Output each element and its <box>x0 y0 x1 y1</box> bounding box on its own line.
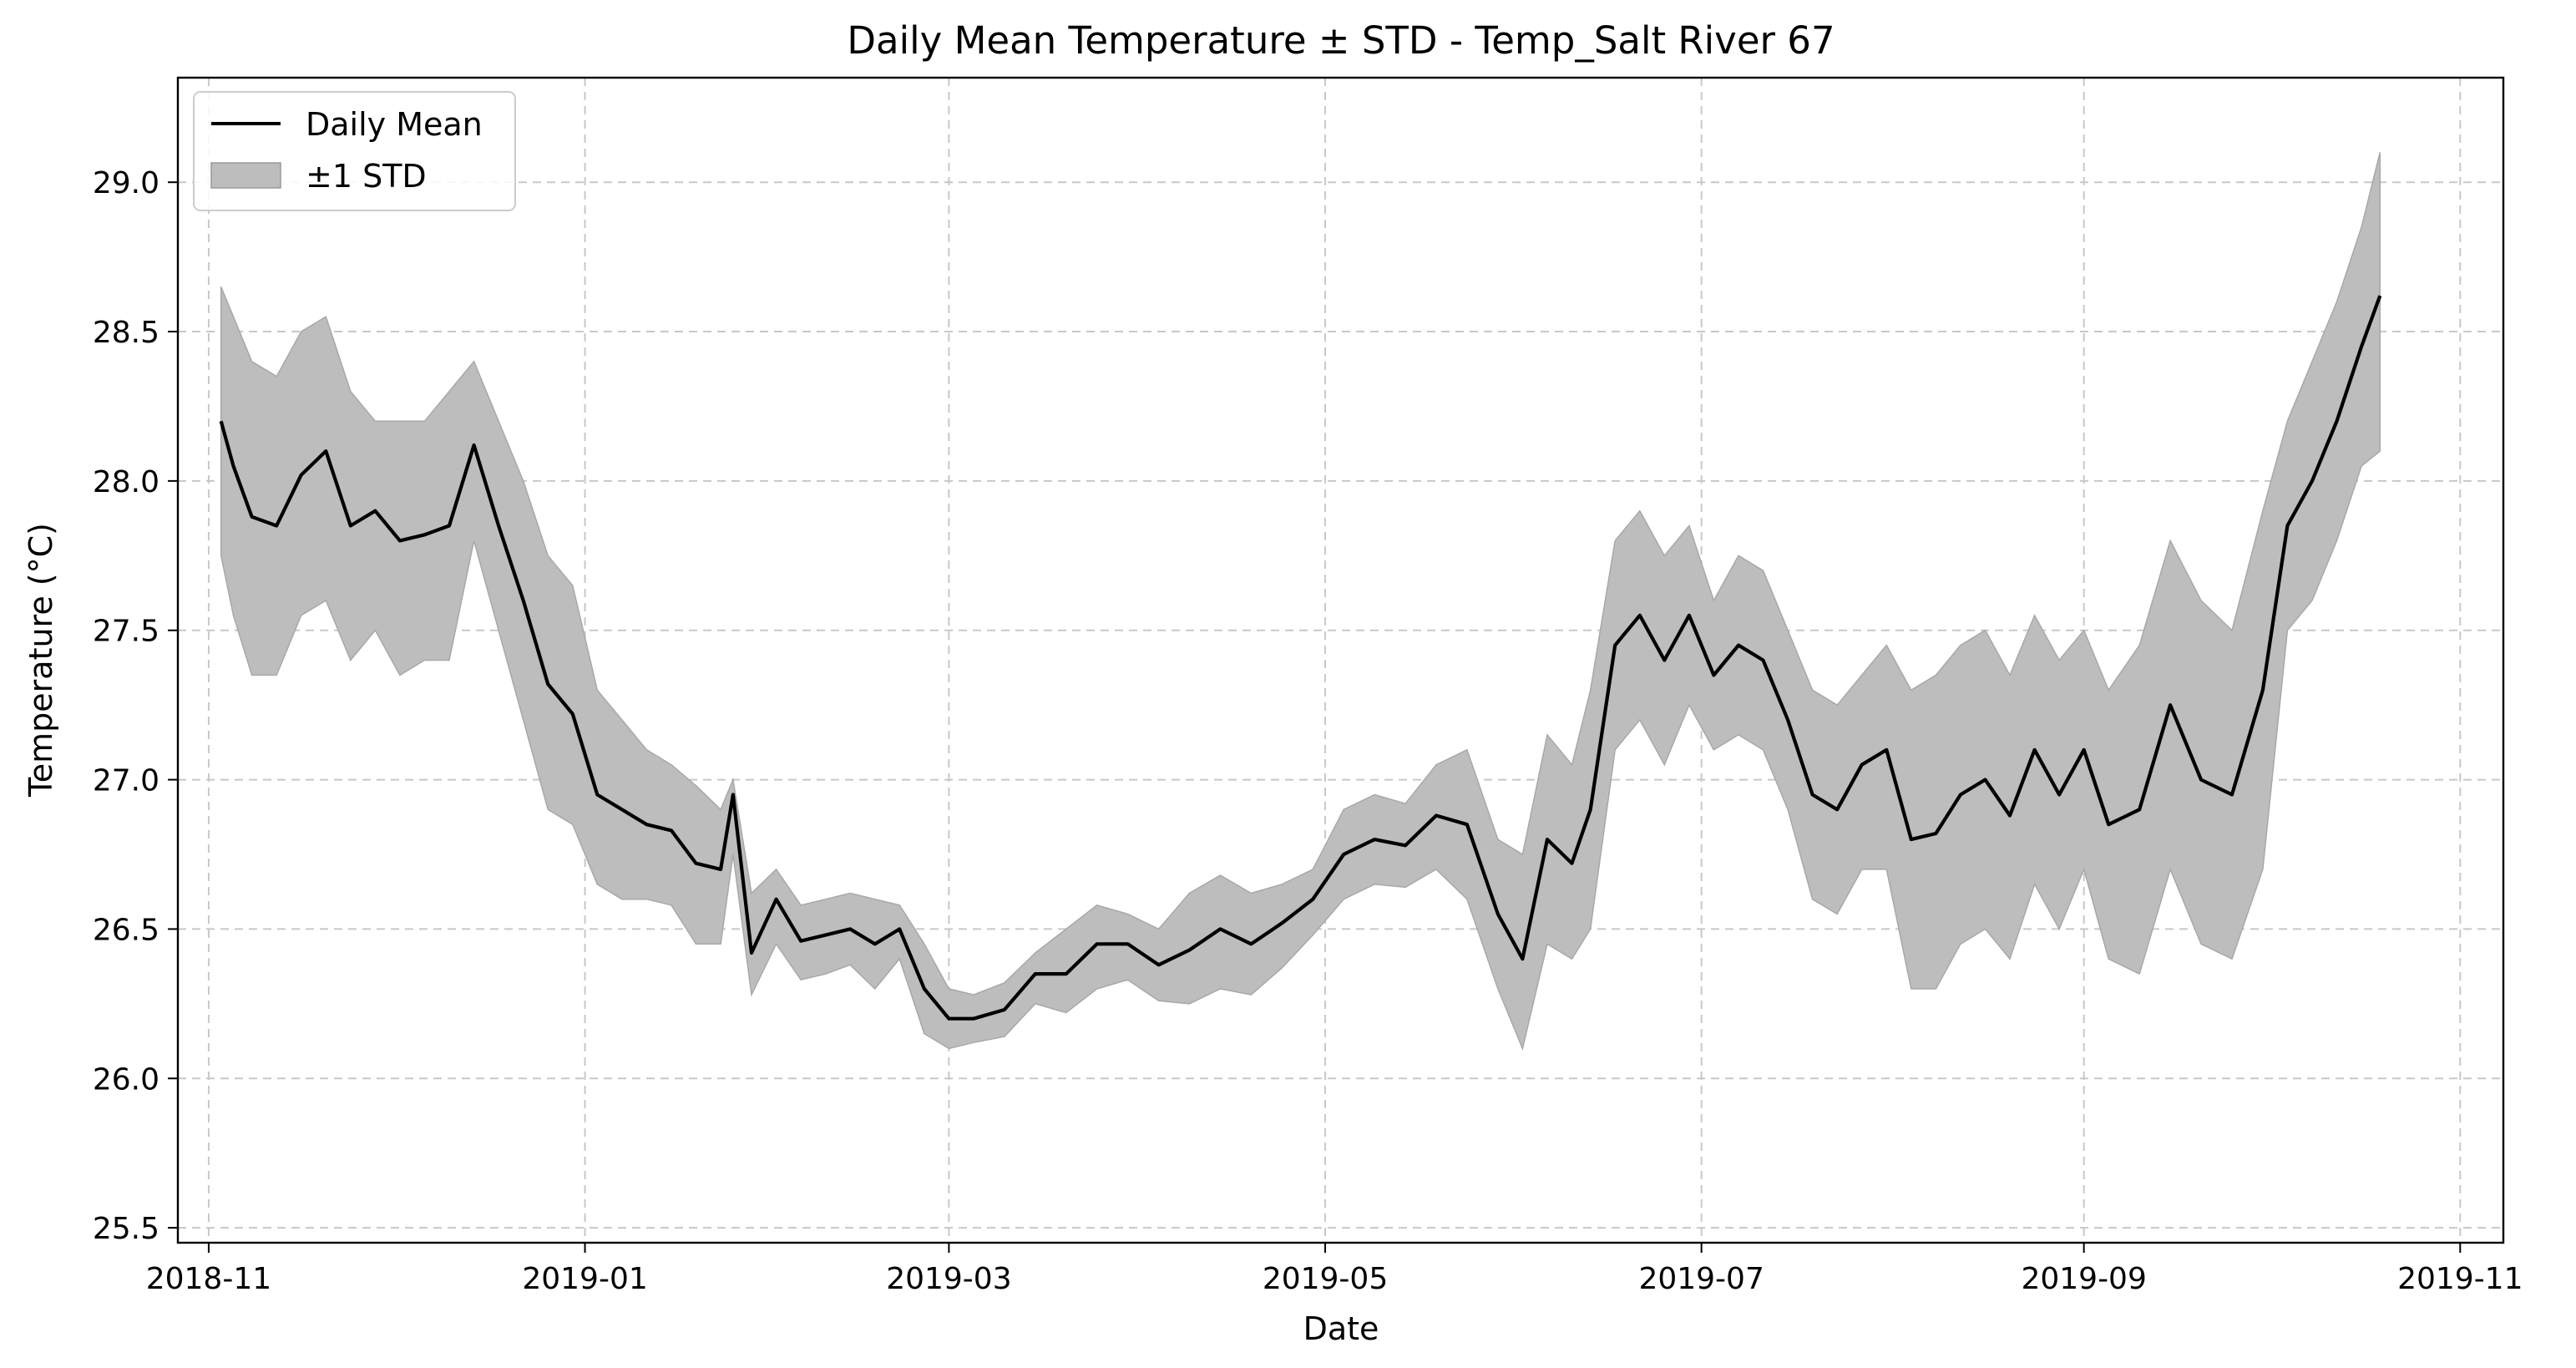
y-tick-label: 27.5 <box>93 615 159 649</box>
y-tick-label: 28.5 <box>93 316 159 350</box>
x-axis-label: Date <box>1303 1310 1379 1347</box>
x-tick-label: 2019-07 <box>1638 1262 1764 1296</box>
legend: Daily Mean ±1 STD <box>193 91 516 211</box>
x-tick-label: 2019-01 <box>522 1262 647 1296</box>
legend-std-label: ±1 STD <box>306 158 427 195</box>
legend-std-swatch <box>210 162 281 189</box>
mean-line-layer <box>219 295 2382 1021</box>
y-tick-label: 29.0 <box>93 166 159 200</box>
x-tick-label: 2019-11 <box>2397 1262 2523 1296</box>
x-tick-label: 2019-09 <box>2021 1262 2146 1296</box>
x-tick-label: 2019-03 <box>886 1262 1011 1296</box>
chart-title: Daily Mean Temperature ± STD - Temp_Salt… <box>847 18 1835 63</box>
y-tick-label: 27.0 <box>93 764 159 798</box>
std-band <box>220 152 2381 1051</box>
plot-frame <box>176 76 2505 1244</box>
y-tick-label: 26.0 <box>93 1062 159 1097</box>
std-band-layer <box>220 152 2381 1051</box>
legend-mean-label: Daily Mean <box>306 106 483 143</box>
y-axis: 25.5 26.0 26.5 27.0 27.5 28.0 28.5 29.0 <box>93 166 178 1246</box>
y-tick-label: 28.0 <box>93 465 159 499</box>
y-tick-label: 26.5 <box>93 913 159 947</box>
y-axis-label: Temperature (°C) <box>23 523 59 798</box>
x-axis: 2018-11 2019-01 2019-03 2019-05 2019-07 2019-… <box>146 1243 2523 1296</box>
x-tick-label: 2019-05 <box>1263 1262 1388 1296</box>
daily-mean-line <box>219 295 2382 1021</box>
y-tick-label: 25.5 <box>93 1212 159 1246</box>
x-tick-label: 2018-11 <box>146 1262 271 1296</box>
